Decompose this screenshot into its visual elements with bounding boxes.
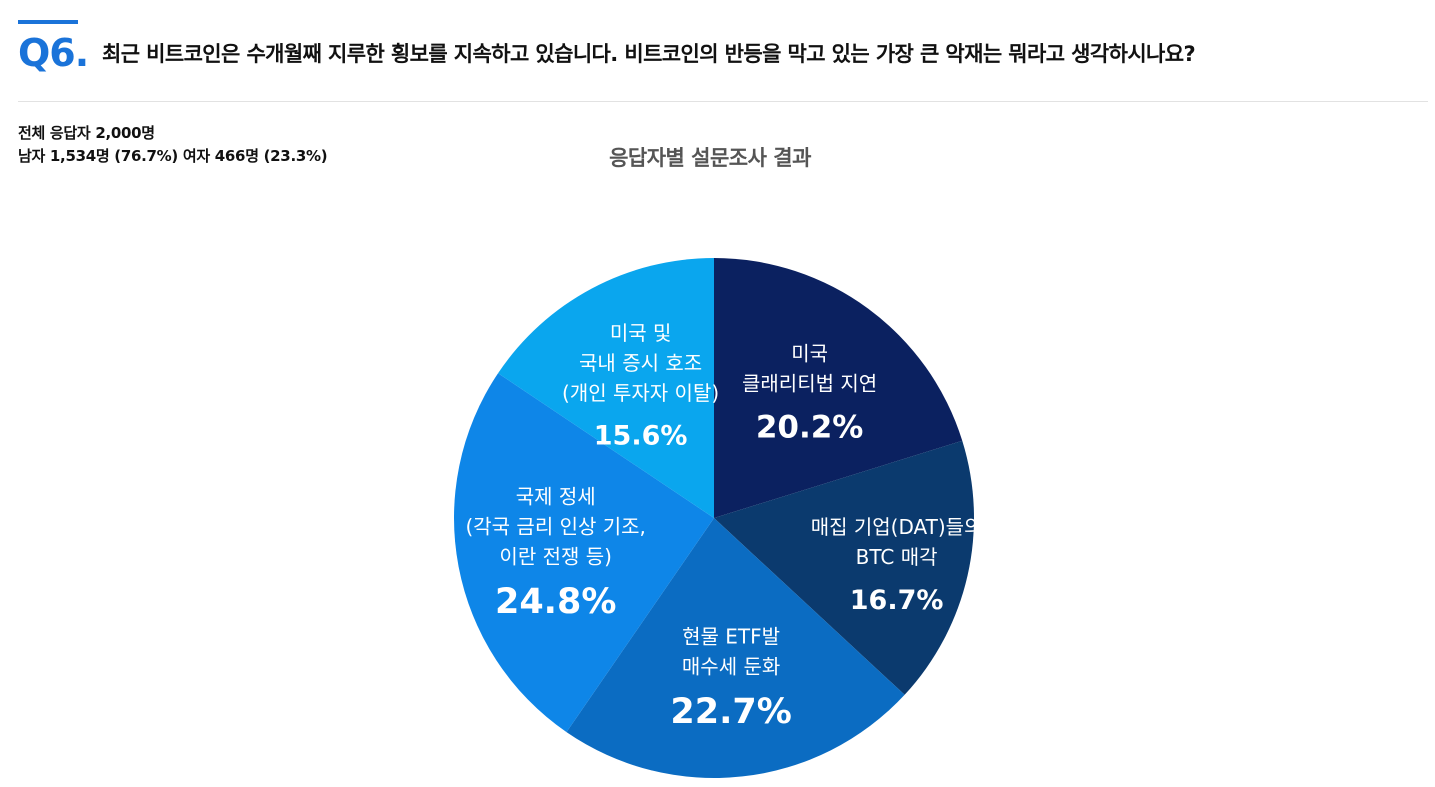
slice-category-label: 이란 전쟁 등) [499, 545, 612, 569]
slice-category-label: 매집 기업(DAT)들의 [811, 515, 983, 539]
slice-category-label: 국제 정세 [516, 485, 596, 509]
slice-category-label: 국내 증시 호조 [579, 351, 702, 375]
gender-breakdown: 남자 1,534명 (76.7%) 여자 466명 (23.3%) [18, 147, 328, 165]
pie-slice-3 [566, 518, 905, 779]
slice-value-label: 16.7% [850, 585, 944, 616]
slice-value-label: 15.6% [594, 421, 688, 452]
accent-bar [18, 20, 78, 24]
slice-value-label: 22.7% [670, 692, 791, 732]
slice-value-label: 24.8% [495, 582, 616, 622]
chart-title: 응답자별 설문조사 결과 [609, 146, 811, 170]
pie-slice-5 [498, 258, 714, 518]
slice-category-label: 매수세 둔화 [682, 655, 780, 679]
slice-category-label: (개인 투자자 이탈) [562, 381, 719, 405]
question-number: Q6. [18, 31, 89, 75]
slice-category-label: 현물 ETF발 [682, 625, 780, 649]
question-text: 최근 비트코인은 수개월째 지루한 횡보를 지속하고 있습니다. 비트코인의 반… [102, 42, 1196, 66]
total-respondents: 전체 응답자 2,000명 [18, 124, 155, 142]
slice-label-2: 매집 기업(DAT)들의 BTC 매각 16.7% [811, 515, 983, 616]
respondent-stats: 전체 응답자 2,000명 남자 1,534명 (76.7%) 여자 466명 … [18, 122, 328, 168]
slice-label-5: 미국 및국내 증시 호조 (개인 투자자 이탈) 15.6% [562, 321, 719, 452]
slice-category-label: 미국 및 [610, 321, 672, 345]
slice-label-4: 국제 정세 (각국 금리 인상 기조, 이란 전쟁 등) 24.8% [465, 485, 645, 622]
pie-slice-2 [714, 440, 974, 695]
pie-slice-4 [454, 373, 714, 733]
slice-category-label: 미국 [791, 342, 828, 366]
slice-value-label: 20.2% [756, 410, 864, 446]
slice-category-label: BTC 매각 [856, 545, 938, 569]
slice-category-label: (각국 금리 인상 기조, [465, 515, 645, 539]
header-divider [18, 101, 1428, 102]
slice-category-label: 클래리티법 지연 [742, 372, 877, 396]
pie-slice-1 [714, 258, 963, 518]
